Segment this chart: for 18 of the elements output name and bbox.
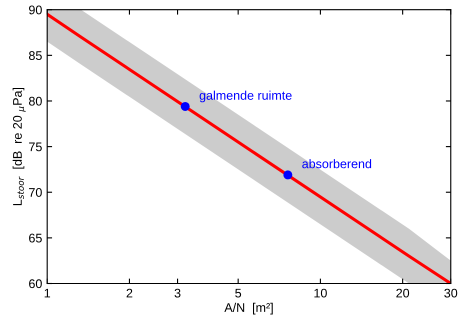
y-tick-label: 80 <box>28 96 42 106</box>
x-tick-label: 10 <box>314 288 327 298</box>
x-axis-title: A/N [m²] <box>224 302 273 314</box>
y-tick-label: 75 <box>29 142 42 152</box>
x-tick-label: 5 <box>235 288 242 298</box>
y-tick-label: 70 <box>29 188 42 197</box>
x-tick-label: 30 <box>444 288 458 298</box>
y-tick-label: 90 <box>29 6 42 14</box>
y-tick-label: 85 <box>28 51 42 60</box>
x-tick-label: 20 <box>396 288 410 298</box>
x-tick-label: 1 <box>44 288 50 298</box>
y-axis-title: L$_{stoor}$ [dB re 20 $_{μ}$Pa] <box>12 88 26 206</box>
y-tick-label: 65 <box>29 234 42 243</box>
annotation: absorberend <box>302 159 372 168</box>
x-tick-label: 2 <box>126 288 132 298</box>
x-tick-label: 3 <box>174 288 180 298</box>
annotation: galmende ruimte <box>200 90 292 102</box>
y-tick-label: 60 <box>29 279 42 288</box>
